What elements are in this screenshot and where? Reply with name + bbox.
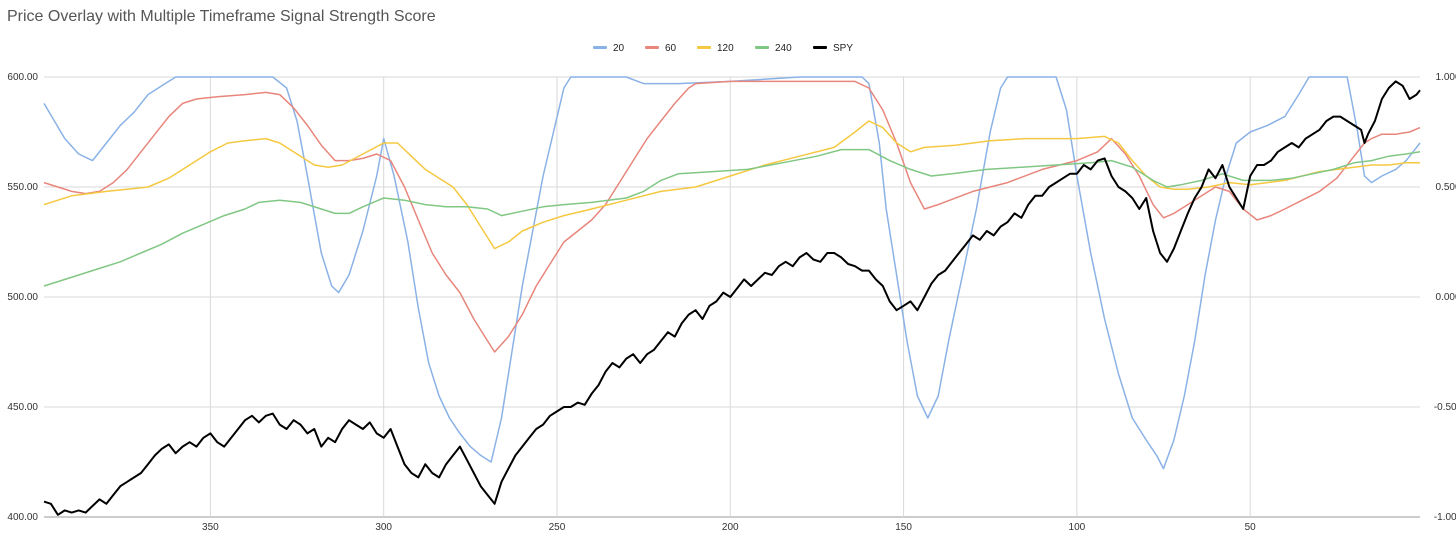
- chart-title: Price Overlay with Multiple Timeframe Si…: [7, 8, 436, 25]
- legend-swatch-60: [645, 46, 659, 49]
- y-right-tick: -1.000: [1434, 512, 1456, 523]
- y-left-tick: 600.00: [7, 72, 38, 83]
- series-line-20: [43, 76, 1421, 470]
- x-tick: 200: [722, 522, 739, 533]
- legend-label-240: 240: [775, 43, 792, 54]
- x-tick: 150: [895, 522, 912, 533]
- x-tick: 300: [375, 522, 392, 533]
- series-line-60: [43, 80, 1421, 353]
- legend-label-20: 20: [613, 43, 625, 54]
- series-lines: [43, 76, 1421, 516]
- legend-swatch-spy: [813, 46, 827, 49]
- y-right-tick: 0.000: [1435, 292, 1456, 303]
- series-line-240: [43, 148, 1421, 287]
- x-tick: 100: [1069, 522, 1086, 533]
- legend-label-60: 60: [665, 43, 677, 54]
- series-line-spy: [43, 80, 1421, 516]
- legend-swatch-120: [697, 46, 711, 49]
- grid: [44, 76, 1420, 518]
- x-tick: 250: [549, 522, 566, 533]
- y-left-tick: 400.00: [7, 512, 38, 523]
- y-right-tick: -0.500: [1434, 402, 1456, 413]
- x-tick: 350: [202, 522, 219, 533]
- legend-swatch-240: [755, 46, 769, 49]
- series-line-120: [43, 120, 1420, 250]
- y-left-tick: 500.00: [7, 292, 38, 303]
- axes-labels: 400.00 -1.000 450.00 -0.500 500.00 0.000 550.0…: [7, 72, 1456, 533]
- y-right-tick: 0.500: [1435, 182, 1456, 193]
- y-left-tick: 550.00: [7, 182, 38, 193]
- legend-label-120: 120: [717, 43, 734, 54]
- x-tick: 50: [1245, 522, 1257, 533]
- legend: 20 60 120 240 SPY: [593, 43, 853, 54]
- legend-label-spy: SPY: [833, 43, 853, 54]
- y-left-tick: 450.00: [7, 402, 38, 413]
- y-right-tick: 1.000: [1435, 72, 1456, 83]
- legend-swatch-20: [593, 46, 607, 49]
